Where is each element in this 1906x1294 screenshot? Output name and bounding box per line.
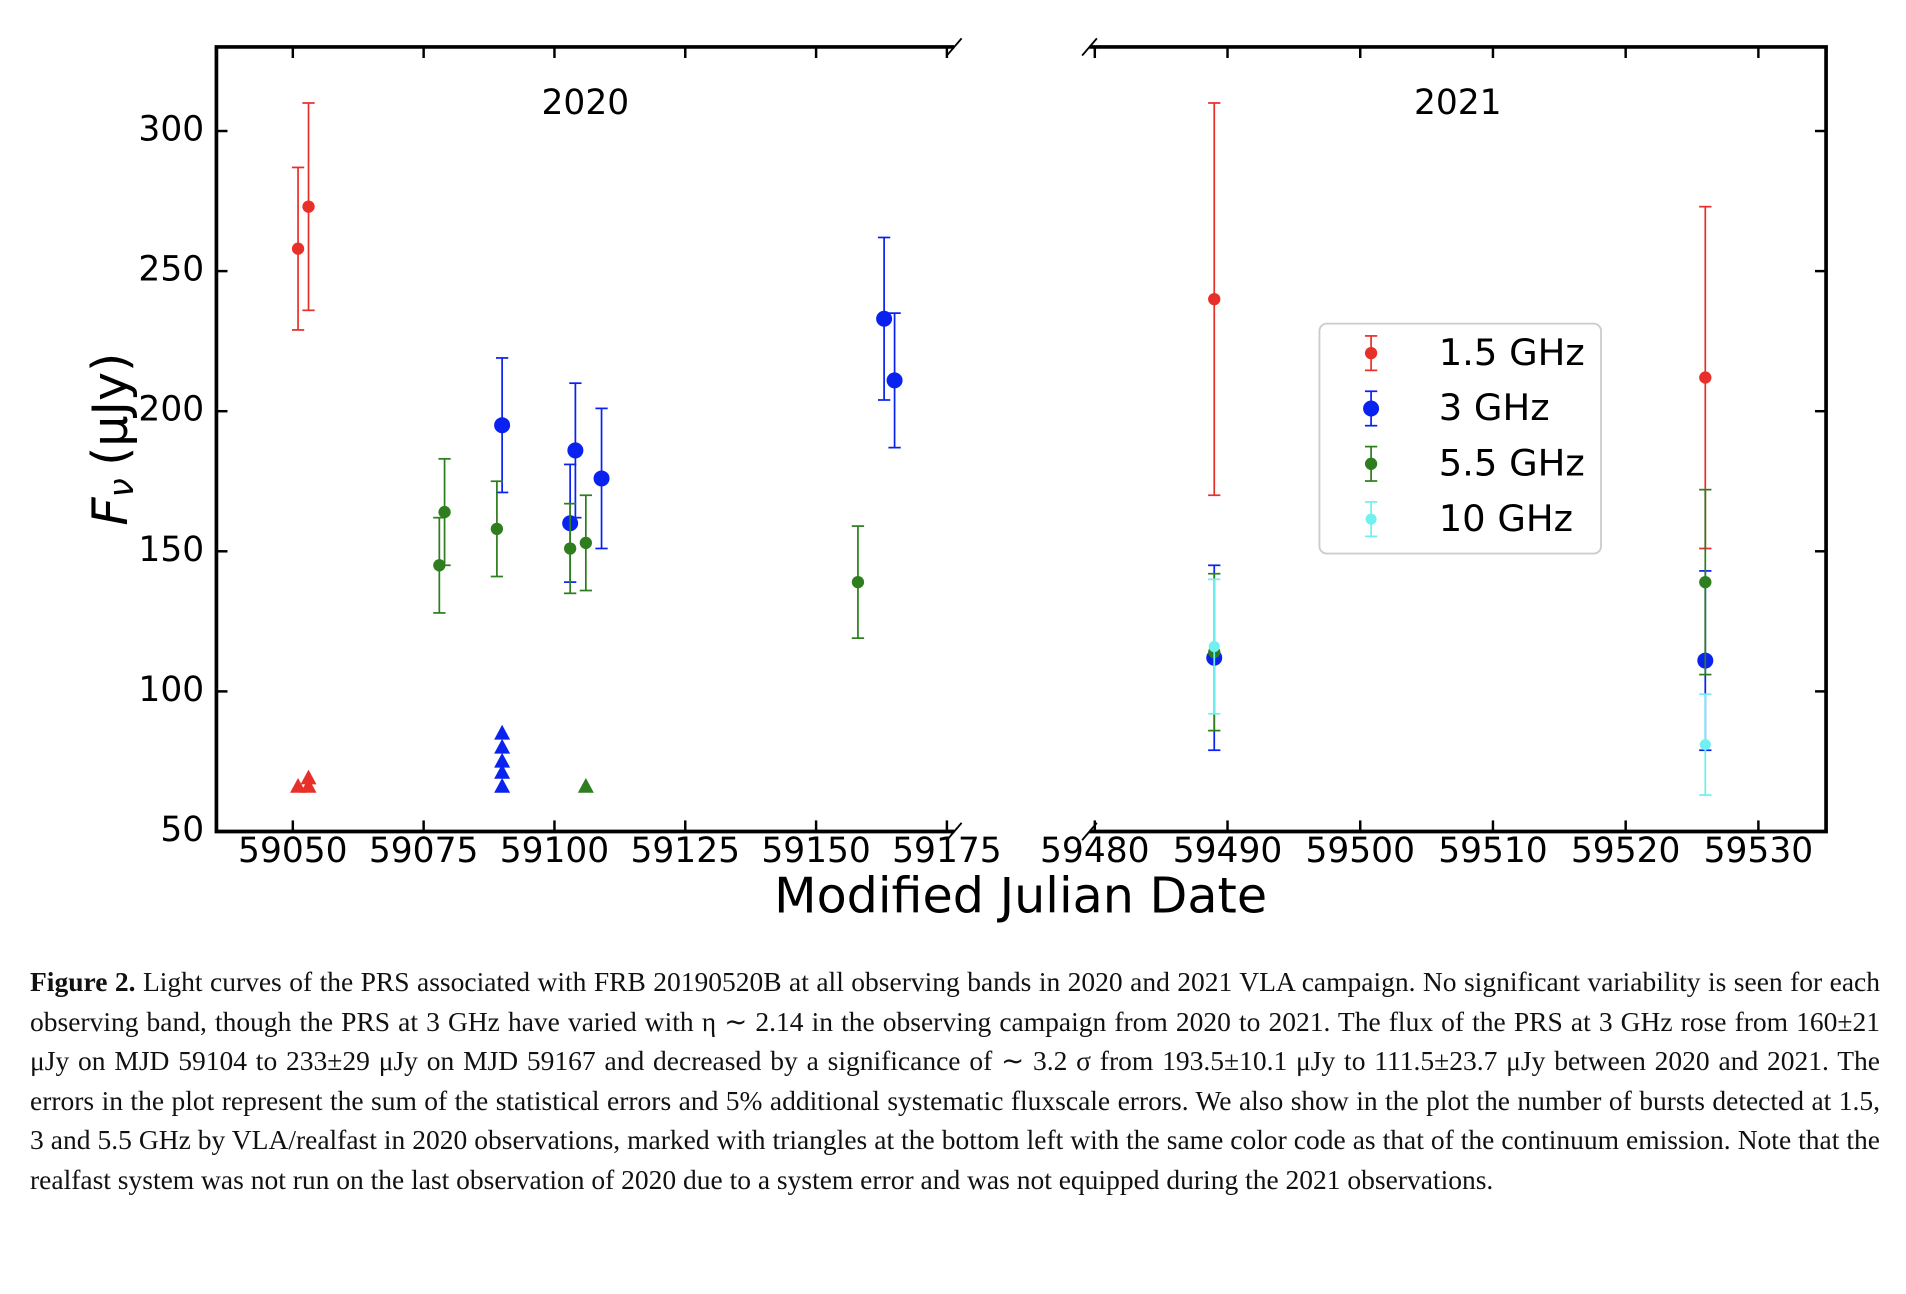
data-point xyxy=(1699,575,1712,589)
y-label-symbol: F xyxy=(81,497,139,526)
data-point xyxy=(1208,641,1220,653)
x-tick-label: 59050 xyxy=(238,831,348,871)
x-axis-label: Modified Julian Date xyxy=(774,867,1267,925)
y-axis-label: Fν (μJy) xyxy=(81,353,142,526)
axis-break xyxy=(1081,37,1098,57)
figure: Modified Julian Date Fν (μJy) 50 100 150 200… xyxy=(81,37,1828,925)
data-point xyxy=(851,575,865,589)
data-point xyxy=(579,536,592,550)
data-point xyxy=(1208,292,1221,306)
axis-break xyxy=(946,822,963,841)
caption-text: Light curves of the PRS associated with … xyxy=(30,966,1880,1195)
y-tick-label: 200 xyxy=(138,390,204,430)
data-point xyxy=(886,372,903,389)
legend-marker xyxy=(1363,400,1380,417)
x-tick-label: 59150 xyxy=(761,831,871,871)
data-point xyxy=(494,417,511,434)
data-point xyxy=(593,470,610,487)
axis-spine xyxy=(1089,45,1828,834)
burst-marker xyxy=(494,778,511,793)
x-tick-label: 59125 xyxy=(631,831,741,871)
burst-marker xyxy=(290,778,307,793)
x-tick-label: 59500 xyxy=(1305,831,1415,871)
y-tick-label: 50 xyxy=(160,810,204,850)
x-tick-label: 59075 xyxy=(369,831,479,871)
data-point xyxy=(1699,739,1711,751)
x-tick-label: 59175 xyxy=(892,831,1002,871)
axis-spine xyxy=(214,45,955,834)
data-point xyxy=(1699,371,1712,384)
legend-marker xyxy=(1365,513,1377,525)
data-point xyxy=(564,542,577,555)
legend-label: 10 GHz xyxy=(1439,497,1573,540)
burst-marker xyxy=(494,724,511,740)
data-point xyxy=(567,442,584,459)
x-tick-label: 59520 xyxy=(1571,831,1681,871)
data-point xyxy=(291,242,305,255)
y-label-subscript: ν xyxy=(101,478,141,497)
panel-label: 2020 xyxy=(542,83,630,123)
burst-marker xyxy=(494,738,511,754)
burst-marker xyxy=(577,778,594,793)
y-label-unit: (μJy) xyxy=(81,353,139,466)
panel-label: 2021 xyxy=(1414,83,1502,123)
y-tick-label: 300 xyxy=(138,110,204,150)
burst-marker xyxy=(494,752,511,768)
caption: Figure 2. Light curves of the PRS associ… xyxy=(30,962,1880,1199)
burst-marker xyxy=(300,778,317,793)
legend-label: 3 GHz xyxy=(1439,386,1550,429)
data-point xyxy=(876,310,893,327)
x-tick-label: 59490 xyxy=(1173,831,1283,871)
burst-marker xyxy=(300,769,317,785)
data-point xyxy=(490,522,504,536)
legend-box xyxy=(1318,322,1602,555)
x-tick-label: 59100 xyxy=(500,831,610,871)
y-tick-label: 100 xyxy=(138,670,204,710)
y-tick-label: 150 xyxy=(138,530,204,570)
caption-label: Figure 2. xyxy=(30,966,136,997)
legend-label: 5.5 GHz xyxy=(1439,442,1585,485)
burst-marker xyxy=(494,764,511,779)
x-tick-label: 59530 xyxy=(1704,831,1814,871)
x-tick-label: 59510 xyxy=(1438,831,1548,871)
legend-marker xyxy=(1364,457,1378,470)
x-tick-label: 59480 xyxy=(1040,831,1150,871)
legend-label: 1.5 GHz xyxy=(1439,331,1585,374)
y-tick-label: 250 xyxy=(138,250,204,290)
data-point xyxy=(302,200,315,213)
legend-marker xyxy=(1364,346,1378,360)
data-point xyxy=(438,505,451,519)
axis-break xyxy=(946,37,963,57)
